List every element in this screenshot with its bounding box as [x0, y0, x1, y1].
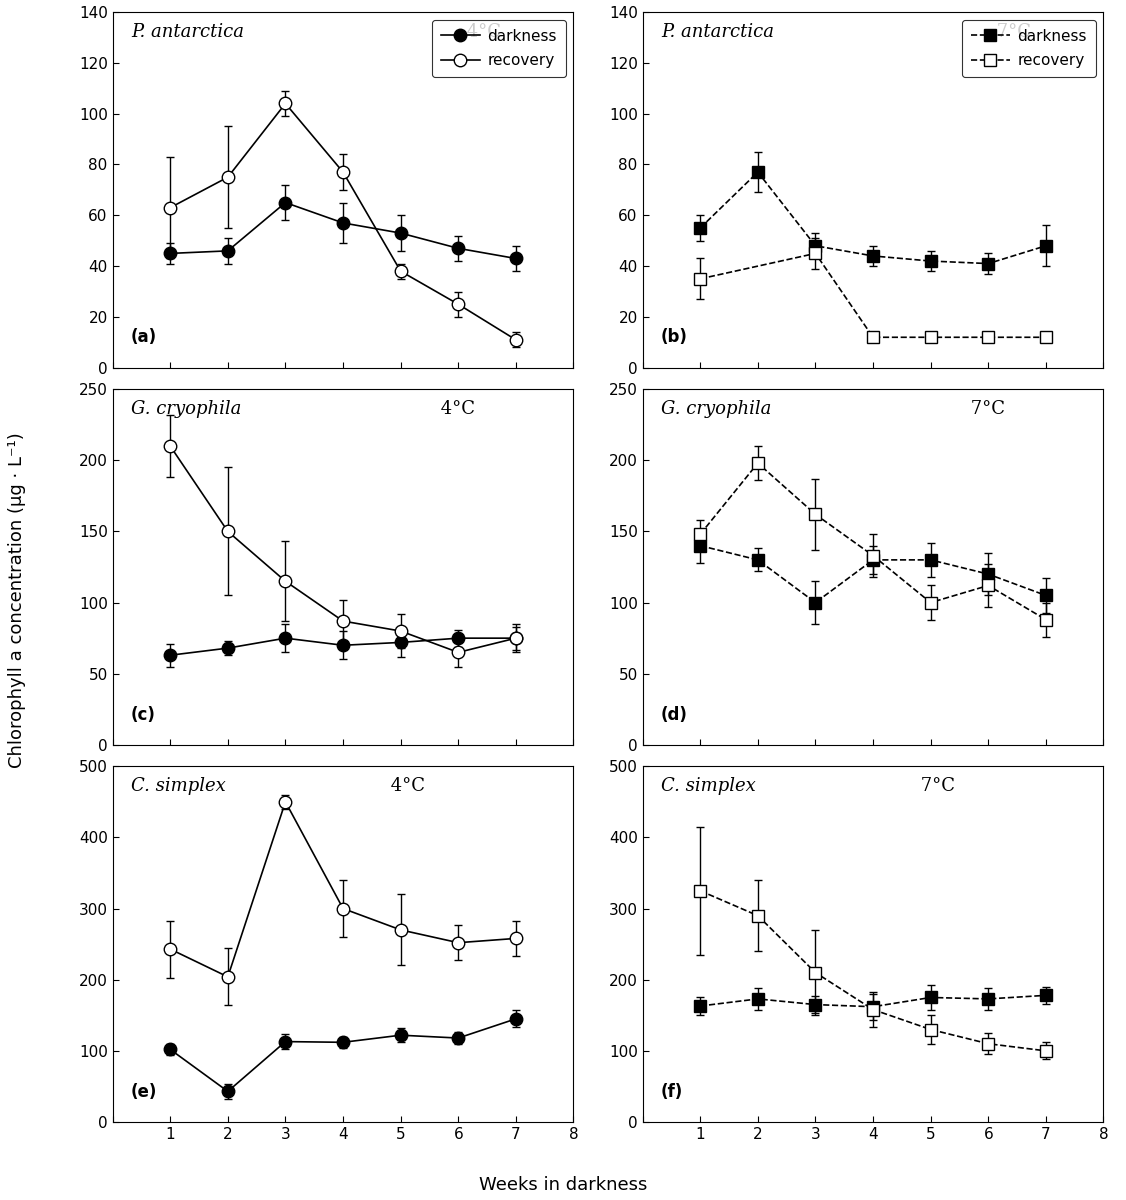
Legend: darkness, recovery: darkness, recovery — [432, 19, 566, 77]
Text: (d): (d) — [661, 706, 688, 724]
Text: 7°C: 7°C — [991, 23, 1030, 41]
Text: 4°C: 4°C — [461, 23, 501, 41]
Text: P. antarctica: P. antarctica — [131, 23, 244, 41]
Text: 7°C: 7°C — [965, 400, 1006, 418]
Text: 4°C: 4°C — [384, 776, 425, 794]
Legend: darkness, recovery: darkness, recovery — [963, 19, 1096, 77]
Text: 4°C: 4°C — [436, 400, 475, 418]
Text: (b): (b) — [661, 329, 688, 347]
Text: (e): (e) — [131, 1082, 158, 1100]
Text: (a): (a) — [131, 329, 158, 347]
Text: (f): (f) — [661, 1082, 683, 1100]
Text: G. cryophila: G. cryophila — [131, 400, 241, 418]
Text: 7°C: 7°C — [914, 776, 955, 794]
Text: C. simplex: C. simplex — [661, 776, 756, 794]
Text: Chlorophyll a concentration (μg · L⁻¹): Chlorophyll a concentration (μg · L⁻¹) — [8, 432, 26, 768]
Text: P. antarctica: P. antarctica — [661, 23, 774, 41]
Text: G. cryophila: G. cryophila — [661, 400, 771, 418]
Text: Weeks in darkness: Weeks in darkness — [479, 1176, 647, 1194]
Text: (c): (c) — [131, 706, 155, 724]
Text: C. simplex: C. simplex — [131, 776, 226, 794]
